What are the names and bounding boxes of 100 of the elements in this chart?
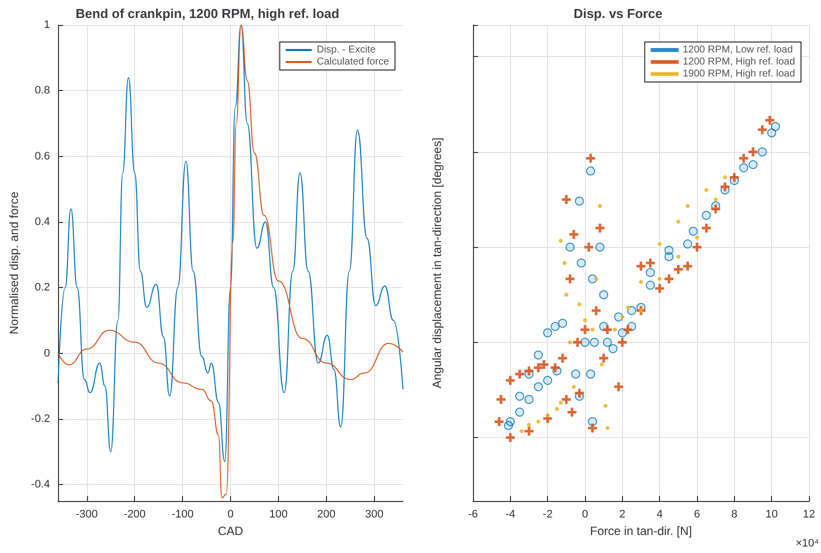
point <box>599 290 608 300</box>
point <box>558 354 568 363</box>
point <box>676 254 680 259</box>
point <box>604 404 608 408</box>
y-axis-title: Angular displacement in tan-direction [degrees] <box>430 138 444 388</box>
point <box>592 306 601 316</box>
point <box>580 325 590 334</box>
x-tick-label: -6 <box>468 508 478 520</box>
point <box>623 325 632 334</box>
point <box>496 394 506 404</box>
point <box>714 198 718 202</box>
point <box>758 125 767 134</box>
point <box>739 154 748 163</box>
point <box>723 175 727 180</box>
point <box>572 384 576 389</box>
point <box>583 318 587 322</box>
point <box>515 408 524 417</box>
point <box>658 276 662 281</box>
x-tick-label: 12 <box>802 508 816 520</box>
point <box>639 280 643 284</box>
point <box>539 360 548 370</box>
point <box>614 382 624 392</box>
point <box>730 172 739 182</box>
point <box>664 274 674 284</box>
point <box>543 376 552 385</box>
point <box>576 258 586 268</box>
point <box>739 163 748 172</box>
point <box>567 408 576 417</box>
point <box>608 344 618 354</box>
point <box>573 338 582 347</box>
point <box>765 116 774 125</box>
point <box>546 413 550 418</box>
point <box>748 147 758 156</box>
y-tick-label: 0.8 <box>34 84 50 97</box>
point <box>506 433 515 442</box>
point <box>586 166 596 176</box>
x-tick-label: -100 <box>172 508 194 520</box>
x-axis-title: CAD <box>218 524 244 538</box>
point <box>588 424 597 433</box>
point <box>626 305 630 310</box>
legend-label: 1200 RPM, Low ref. load <box>682 44 793 56</box>
point <box>524 366 534 376</box>
x-tick-label: 10 <box>766 508 778 520</box>
point <box>618 328 627 338</box>
x-tick-label: 200 <box>317 508 336 520</box>
point <box>566 242 575 252</box>
x-tick-label: -4 <box>505 508 516 520</box>
point <box>646 280 655 290</box>
point <box>590 328 594 332</box>
point <box>674 264 683 274</box>
point <box>600 362 604 367</box>
point <box>506 417 515 426</box>
point <box>646 268 655 278</box>
point <box>664 252 674 262</box>
point <box>636 262 646 271</box>
point <box>599 354 608 363</box>
point <box>562 195 571 204</box>
x-tick-label: -200 <box>124 508 146 520</box>
y-tick-label: -0.4 <box>31 478 50 491</box>
point <box>692 242 702 252</box>
point <box>605 426 610 430</box>
point <box>566 274 575 284</box>
point <box>586 370 596 379</box>
legend-label: 1200 RPM, High ref. load <box>682 56 795 68</box>
text: ×10⁴ <box>796 538 820 550</box>
x-tick-label: 0 <box>582 508 588 520</box>
point <box>770 122 780 132</box>
point <box>569 230 578 239</box>
point <box>767 128 776 138</box>
point <box>550 363 560 372</box>
point <box>676 220 680 224</box>
y-tick-label: 1 <box>44 19 50 31</box>
point <box>702 224 711 233</box>
point <box>748 160 758 170</box>
point <box>558 238 563 243</box>
point <box>577 302 582 306</box>
point <box>524 426 534 436</box>
x-tick-label: 2 <box>619 508 626 520</box>
x-tick-label: 4 <box>656 508 663 520</box>
x-tick-label: 6 <box>694 508 700 520</box>
point <box>602 325 612 334</box>
x-tick-label: 300 <box>365 508 384 520</box>
point <box>555 406 559 411</box>
point <box>720 182 730 192</box>
y-axis-title: Normalised disp. and force <box>7 191 22 334</box>
chart-title: Disp. vs Force <box>574 6 662 21</box>
point <box>574 388 584 398</box>
point <box>520 429 524 434</box>
point <box>655 284 664 293</box>
point <box>595 242 604 252</box>
point <box>515 370 524 379</box>
chart-title: Bend of crankpin, 1200 RPM, high ref. load <box>76 6 340 21</box>
point <box>494 417 504 426</box>
point <box>558 400 563 405</box>
x-axis-title: Force in tan-dir. [N] <box>590 524 692 538</box>
point <box>702 210 711 220</box>
point <box>562 261 566 265</box>
point <box>506 376 515 385</box>
point <box>602 338 612 347</box>
point <box>686 204 690 208</box>
